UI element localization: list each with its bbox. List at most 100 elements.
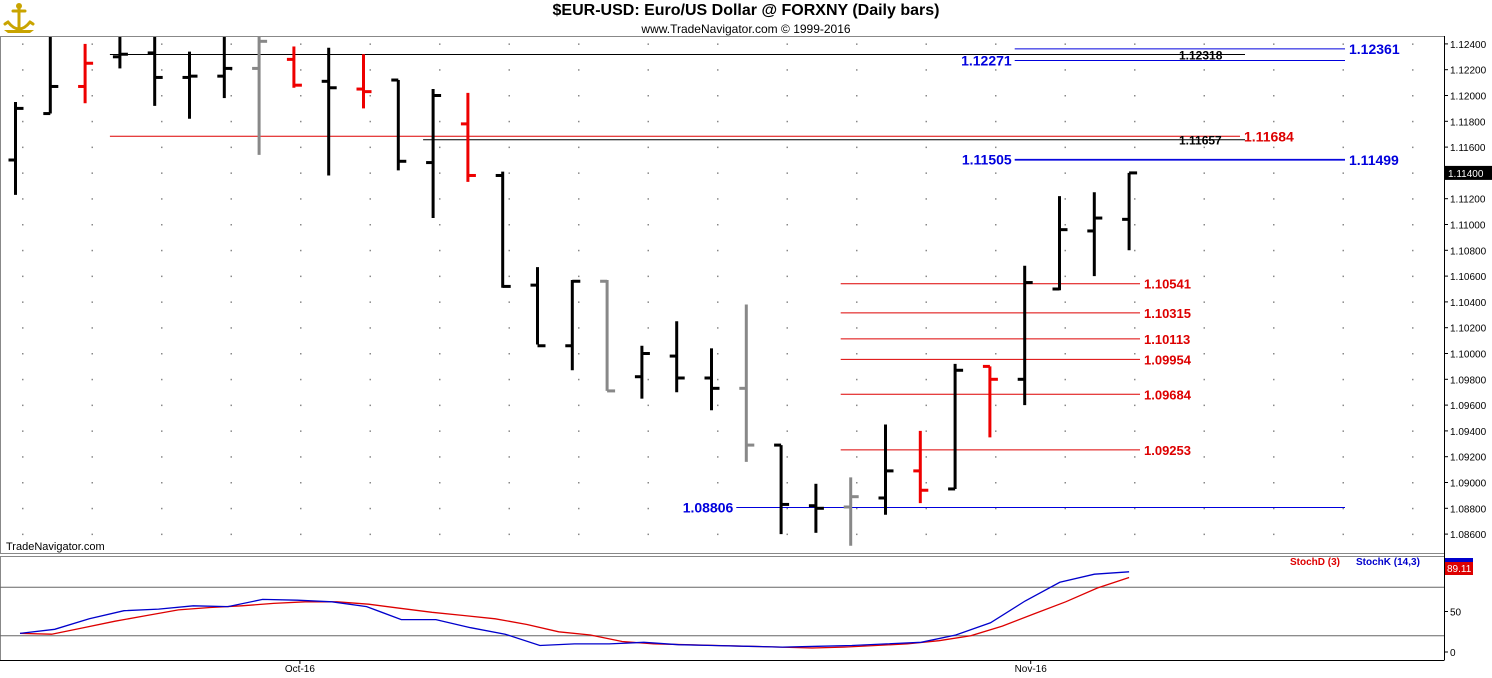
grid-dot: [578, 533, 580, 536]
grid-dot: [1273, 533, 1275, 536]
grid-dot: [439, 198, 441, 200]
grid-dot: [786, 456, 788, 458]
grid-dot: [1412, 378, 1414, 381]
grid-dot: [717, 224, 719, 226]
grid-dot: [161, 224, 163, 226]
grid-dot: [578, 353, 580, 355]
grid-dot: [1342, 275, 1344, 278]
y-tick-label: 1.11000: [1450, 221, 1486, 232]
stoch-y-tick-label: 0: [1450, 648, 1456, 659]
grid-dot: [925, 404, 927, 407]
grid-dot: [1134, 507, 1136, 510]
grid-dot: [717, 120, 719, 123]
grid-dot: [508, 120, 510, 123]
grid-dot: [161, 507, 163, 510]
grid-dot: [1064, 69, 1066, 71]
grid-dot: [508, 327, 510, 329]
grid-dot: [1412, 507, 1414, 510]
grid-dot: [1134, 301, 1136, 303]
grid-dot: [1064, 378, 1066, 381]
grid-dot: [508, 533, 510, 536]
stoch-legend-d: StochD (3): [1290, 557, 1340, 568]
grid-dot: [1342, 224, 1344, 226]
grid-dot: [1342, 301, 1344, 303]
grid-dot: [925, 456, 927, 458]
grid-dot: [717, 198, 719, 200]
grid-dot: [1273, 404, 1275, 407]
grid-dot: [300, 378, 302, 381]
grid-dot: [578, 198, 580, 200]
grid-dot: [230, 224, 232, 226]
grid-dot: [300, 430, 302, 432]
grid-dot: [439, 69, 441, 71]
grid-dot: [22, 533, 24, 536]
grid-dot: [925, 249, 927, 252]
grid-dot: [856, 249, 858, 252]
grid-dot: [856, 146, 858, 149]
grid-dot: [439, 327, 441, 329]
grid-dot: [91, 275, 93, 278]
grid-dot: [161, 43, 163, 45]
grid-dot: [786, 146, 788, 149]
grid-dot: [230, 482, 232, 484]
grid-dot: [786, 95, 788, 97]
grid-dot: [22, 198, 24, 200]
grid-dot: [647, 378, 649, 381]
grid-dot: [369, 95, 371, 97]
y-tick-label: 1.11200: [1450, 195, 1486, 206]
grid-dot: [717, 69, 719, 71]
grid-dot: [1203, 146, 1205, 149]
grid-dot: [230, 43, 232, 45]
grid-dot: [1412, 301, 1414, 303]
grid-dot: [300, 353, 302, 355]
grid-dot: [1134, 327, 1136, 329]
grid-dot: [439, 378, 441, 381]
y-tick-label: 1.12000: [1450, 92, 1487, 103]
grid-dot: [230, 95, 232, 97]
grid-dot: [1064, 249, 1066, 252]
grid-dot: [369, 378, 371, 381]
grid-dot: [91, 95, 93, 97]
grid-dot: [647, 172, 649, 174]
grid-dot: [1064, 198, 1066, 200]
grid-dot: [508, 456, 510, 458]
grid-dot: [1064, 172, 1066, 174]
grid-dot: [369, 327, 371, 329]
grid-dot: [995, 198, 997, 200]
grid-dot: [1342, 43, 1344, 45]
grid-dot: [578, 378, 580, 381]
grid-dot: [91, 482, 93, 484]
y-tick-label: 1.12400: [1450, 40, 1487, 51]
grid-dot: [786, 198, 788, 200]
grid-dot: [1273, 172, 1275, 174]
grid-dot: [508, 482, 510, 484]
grid-dot: [995, 404, 997, 407]
y-tick-label: 1.12200: [1450, 66, 1487, 77]
grid-dot: [1273, 353, 1275, 355]
grid-dot: [369, 43, 371, 45]
grid-dot: [1273, 146, 1275, 149]
grid-dot: [717, 482, 719, 484]
grid-dot: [508, 95, 510, 97]
grid-dot: [856, 172, 858, 174]
grid-dot: [508, 301, 510, 303]
grid-dot: [647, 430, 649, 432]
grid-dot: [230, 146, 232, 149]
grid-dot: [647, 301, 649, 303]
grid-dot: [647, 275, 649, 278]
grid-dot: [1203, 301, 1205, 303]
grid-dot: [995, 353, 997, 355]
grid-dot: [1412, 120, 1414, 123]
grid-dot: [1412, 482, 1414, 484]
grid-dot: [1203, 533, 1205, 536]
grid-dot: [161, 249, 163, 252]
grid-dot: [647, 69, 649, 71]
grid-dot: [925, 172, 927, 174]
grid-dot: [925, 301, 927, 303]
grid-dot: [1412, 430, 1414, 432]
grid-dot: [995, 482, 997, 484]
grid-dot: [1342, 404, 1344, 407]
grid-dot: [22, 378, 24, 381]
grid-dot: [1134, 249, 1136, 252]
